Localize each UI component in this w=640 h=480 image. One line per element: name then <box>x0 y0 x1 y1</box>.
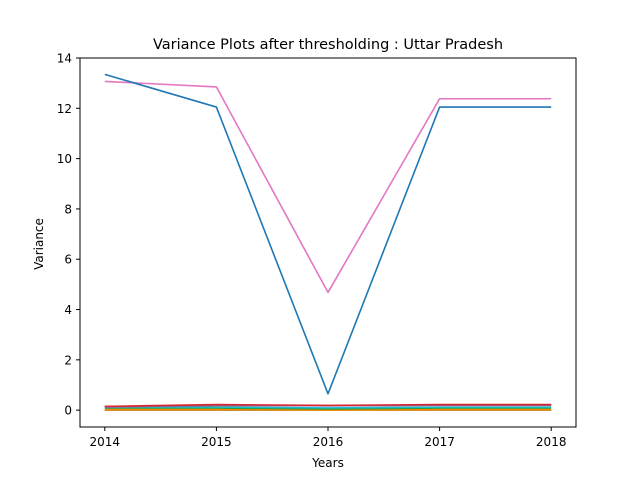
y-tick-label: 10 <box>57 152 72 166</box>
x-tick-label: 2017 <box>424 435 455 449</box>
y-tick-label: 0 <box>64 404 72 418</box>
series-line-0 <box>104 73 552 395</box>
series-line-5 <box>104 406 552 409</box>
y-tick-label: 8 <box>64 202 72 216</box>
y-axis-label: Variance <box>32 218 46 270</box>
x-tick-label: 2016 <box>313 435 344 449</box>
x-axis-label: Years <box>311 456 344 470</box>
series-line-2 <box>104 403 552 408</box>
chart-title: Variance Plots after thresholding : Utta… <box>153 37 503 53</box>
plot-frame <box>79 57 577 428</box>
series-line-1 <box>104 80 552 294</box>
y-tick-label: 14 <box>57 52 72 66</box>
series-layer <box>104 73 552 411</box>
x-tick-label: 2015 <box>201 435 232 449</box>
x-tick-label: 2014 <box>90 435 121 449</box>
series-line-6 <box>104 407 552 410</box>
x-tick-label: 2018 <box>536 435 567 449</box>
y-tick-label: 12 <box>57 102 72 116</box>
axes-layer: 2014 2015 2016 2017 2018 0 2 4 6 8 10 12 14 <box>57 52 577 449</box>
y-tick-label: 6 <box>64 253 72 267</box>
y-tick-label: 2 <box>64 353 72 367</box>
y-tick-label: 4 <box>64 303 72 317</box>
